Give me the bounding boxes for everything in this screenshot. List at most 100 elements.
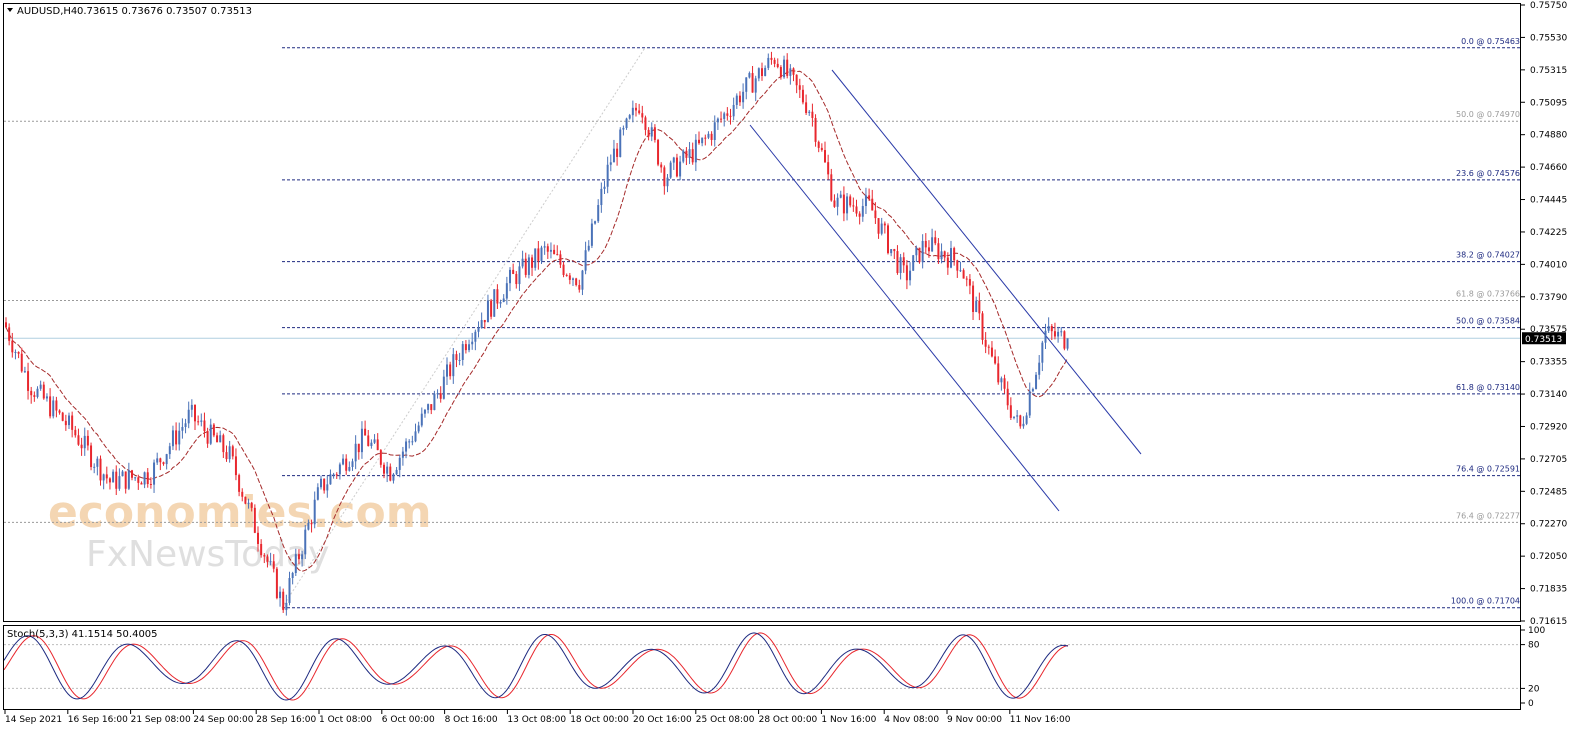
candle-body [808, 111, 811, 113]
candle-body [789, 68, 792, 76]
candle-body [77, 435, 80, 445]
candle-body [757, 68, 760, 79]
candle-body [786, 59, 789, 76]
candle-body [890, 249, 893, 254]
candle-body [801, 89, 804, 103]
candle-body [984, 339, 987, 347]
candle-body [720, 118, 723, 120]
time-label: 1 Oct 08:00 [319, 715, 372, 725]
candle-body [675, 157, 678, 177]
dropdown-triangle-icon[interactable] [7, 8, 13, 12]
fib-level-label: 0.0 @ 0.75463 [1461, 37, 1520, 46]
candle-body [534, 248, 537, 268]
candle-body [846, 196, 849, 214]
candle-body [74, 429, 77, 436]
candle-body [600, 188, 603, 206]
candle-body [556, 254, 559, 256]
time-label: 21 Sep 08:00 [131, 715, 191, 725]
candle-body [953, 248, 956, 261]
price-tick-label: 0.75315 [1530, 66, 1567, 76]
symbol-label: AUDUSD,H4 [17, 6, 77, 17]
candle-body [546, 246, 549, 252]
candle-body [833, 200, 836, 207]
candle-body [931, 237, 934, 252]
watermark-fxnewstoday: FxNewsToday [86, 534, 329, 575]
price-tick-label: 0.71835 [1530, 585, 1567, 595]
candle-body [436, 393, 439, 395]
candle-body [584, 250, 587, 271]
candle-body [1053, 331, 1056, 337]
candle-body [549, 249, 552, 252]
candle-body [423, 409, 426, 414]
candle-body [477, 327, 480, 332]
candle-body [137, 477, 140, 483]
price-tick-label: 0.74445 [1530, 196, 1567, 206]
candle-body [531, 257, 534, 268]
candle-body [379, 450, 382, 465]
candle-body [427, 404, 430, 410]
candle-body [458, 359, 461, 361]
candle-body [590, 223, 593, 246]
candle-body [1031, 388, 1034, 392]
candle-body [1035, 374, 1038, 389]
stoch-tick-label: 100 [1528, 626, 1545, 636]
candle-body [553, 249, 556, 255]
candle-body [770, 57, 773, 60]
candle-body [764, 67, 767, 76]
time-label: 14 Sep 2021 [5, 715, 62, 725]
candle-body [527, 257, 530, 275]
candle-body [653, 127, 656, 140]
candle-body [909, 270, 912, 281]
candle-body [540, 247, 543, 261]
candle-body [345, 458, 348, 471]
candle-body [483, 320, 486, 323]
candle-body [950, 248, 952, 268]
candle-body [512, 269, 515, 274]
candle-body [190, 404, 193, 410]
candle-body [761, 68, 763, 76]
candle-body [792, 68, 795, 75]
candle-body [127, 470, 130, 489]
candle-body [918, 247, 921, 263]
candle-body [635, 107, 637, 111]
candle-body [981, 313, 984, 340]
candle-body [206, 431, 209, 444]
price-tick-label: 0.74660 [1530, 163, 1567, 173]
candle-body [175, 430, 178, 445]
candle-body [597, 205, 600, 222]
stoch-axis: 100 80 20 0 [1521, 626, 1545, 709]
candle-body [940, 251, 943, 260]
candle-body [1057, 331, 1060, 337]
fib-level-label: 38.2 @ 0.74027 [1456, 251, 1520, 260]
candle-body [386, 466, 389, 474]
candle-body [310, 522, 313, 525]
candle-body [395, 469, 398, 475]
time-label: 1 Nov 16:00 [821, 715, 876, 725]
candle-body [587, 245, 590, 251]
candle-body [562, 264, 565, 275]
candle-body [663, 167, 666, 187]
candle-body [672, 157, 675, 163]
candle-body [219, 435, 222, 443]
chart-header: AUDUSD,H4 0.73615 0.73676 0.73507 0.7351… [7, 6, 252, 17]
candle-body [707, 133, 710, 138]
candle-body [1025, 415, 1028, 424]
time-label: 16 Sep 16:00 [68, 715, 128, 725]
candle-body [442, 376, 445, 399]
candle-body [17, 351, 20, 354]
candle-body [338, 464, 341, 475]
candle-body [578, 285, 581, 290]
candle-body [1044, 330, 1047, 343]
candle-body [121, 471, 124, 477]
candle-body [272, 561, 275, 569]
candle-body [61, 412, 64, 421]
candle-body [669, 162, 672, 178]
candle-body [430, 404, 433, 411]
current-price-marker: 0.73513 [1522, 332, 1566, 345]
candle-body [162, 462, 165, 465]
candle-body [257, 532, 259, 544]
price-tick-label: 0.71615 [1530, 617, 1567, 627]
candle-body [42, 384, 45, 399]
fib-level-label: 76.4 @ 0.72591 [1456, 465, 1520, 474]
